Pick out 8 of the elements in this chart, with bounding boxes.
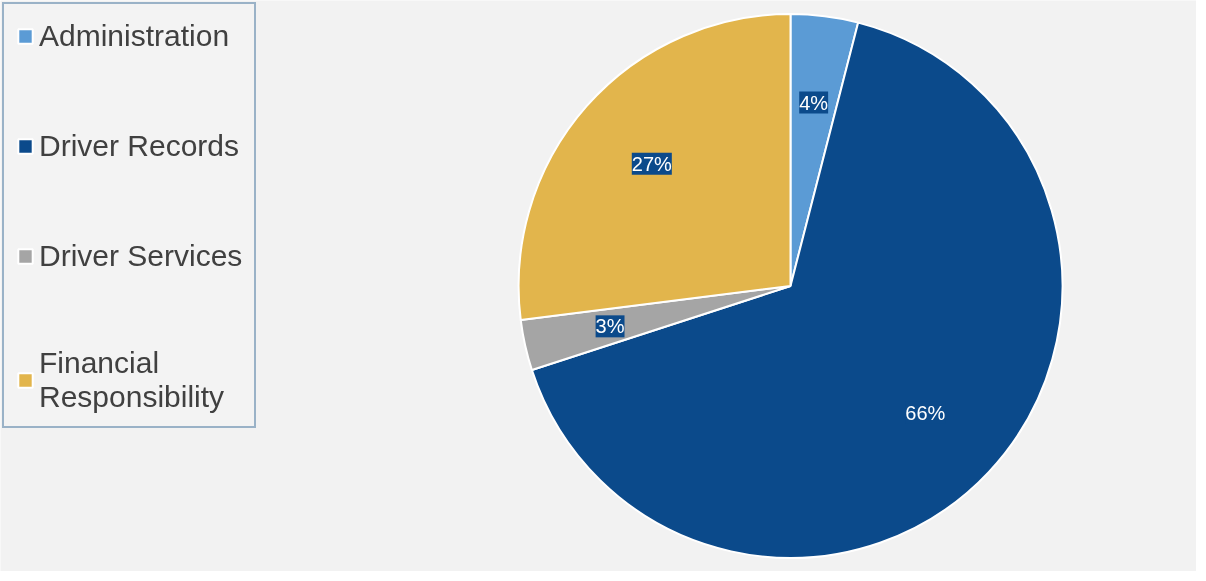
data-label: 4% [799, 91, 829, 114]
legend-label: Financial Responsibility [39, 346, 225, 414]
data-label: 3% [595, 315, 625, 338]
data-label: 27% [631, 152, 673, 175]
legend-label: Driver Records [39, 128, 240, 164]
legend-label: Administration [39, 18, 230, 54]
data-label: 66% [905, 401, 946, 424]
legend-label: Driver Services [39, 238, 243, 274]
